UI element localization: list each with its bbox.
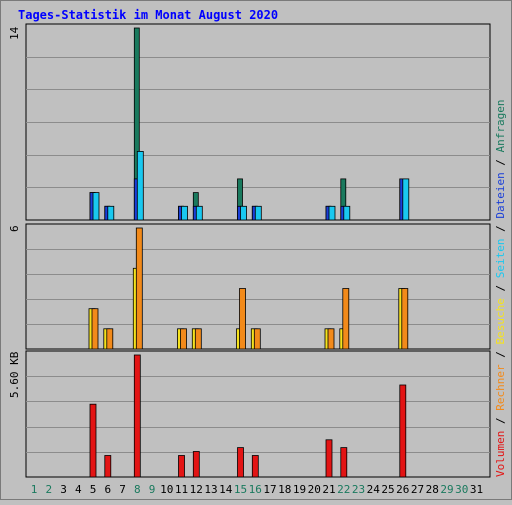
bar-seiten-day-6 [107, 205, 115, 221]
legend-part-10: Anfragen [494, 99, 507, 152]
bar-seiten-day-26 [402, 178, 410, 221]
bar-rechner-day-8 [135, 227, 143, 350]
bar-volumen-day-15 [237, 447, 244, 478]
bar-rechner-day-21 [327, 328, 335, 350]
panel-visits: 6 [8, 223, 491, 350]
legend-part-0: Volumen [494, 431, 507, 477]
legend-part-6: Seiten [494, 239, 507, 279]
bar-rechner-day-5 [91, 308, 99, 350]
bar-rechner-day-22 [342, 288, 350, 350]
day-axis: 1 2 3 4 5 6 7 8 9 10 11 12 13 14 15 16 17 18 19 20 21 22 23 24 2… [31, 483, 483, 496]
bar-volumen-day-5 [89, 403, 97, 478]
day-label-17: 17 [263, 483, 276, 496]
bar-rechner-day-11 [180, 328, 187, 350]
day-label-3: 3 [60, 483, 67, 496]
day-label-18: 18 [278, 483, 291, 496]
legend-part-4: Besuche [494, 298, 507, 344]
panel-requests: 14 [8, 23, 491, 221]
day-label-9: 9 [149, 483, 156, 496]
legend-part-7: / [494, 219, 507, 239]
legend-part-5: / [494, 278, 507, 298]
middle-ymax-label: 6 [8, 225, 21, 232]
day-label-20: 20 [308, 483, 321, 496]
day-label-8: 8 [134, 483, 141, 496]
legend-part-2: Rechner [494, 364, 507, 411]
day-label-21: 21 [322, 483, 335, 496]
day-label-29: 29 [440, 483, 453, 496]
day-label-30: 30 [455, 483, 468, 496]
day-label-1: 1 [31, 483, 38, 496]
bar-seiten-day-15 [240, 205, 247, 221]
bar-seiten-day-8 [136, 150, 144, 221]
day-label-4: 4 [75, 483, 82, 496]
legend-part-8: Dateien [494, 172, 507, 218]
day-label-26: 26 [396, 483, 409, 496]
bar-rechner-day-6 [106, 328, 114, 350]
bar-rechner-day-12 [194, 328, 202, 350]
day-label-7: 7 [119, 483, 126, 496]
day-label-31: 31 [470, 483, 483, 496]
bar-seiten-day-16 [254, 205, 262, 221]
day-label-23: 23 [352, 483, 365, 496]
chart-title: Tages-Statistik im Monat August 2020 [18, 8, 278, 22]
day-label-22: 22 [337, 483, 350, 496]
bar-rechner-day-16 [253, 328, 261, 350]
bar-volumen-day-16 [251, 455, 259, 478]
bar-volumen-day-11 [178, 455, 185, 478]
legend-text: Volumen / Rechner / Besuche / Seiten / D… [494, 99, 507, 477]
day-label-2: 2 [45, 483, 52, 496]
day-label-27: 27 [411, 483, 424, 496]
panel-volume: 5.60 KB [8, 350, 491, 478]
bar-seiten-day-11 [181, 205, 188, 221]
day-label-25: 25 [381, 483, 394, 496]
bar-seiten-day-12 [195, 205, 203, 221]
day-label-14: 14 [219, 483, 233, 496]
day-label-10: 10 [160, 483, 173, 496]
vertical-legend: Volumen / Rechner / Besuche / Seiten / D… [494, 99, 507, 477]
day-label-11: 11 [175, 483, 188, 496]
bar-volumen-day-22 [340, 447, 348, 478]
day-label-24: 24 [367, 483, 381, 496]
bar-rechner-day-15 [239, 288, 246, 350]
day-label-19: 19 [293, 483, 306, 496]
bar-seiten-day-22 [343, 205, 351, 221]
bar-volumen-day-21 [325, 439, 333, 478]
legend-part-3: / [494, 345, 507, 365]
day-label-13: 13 [204, 483, 217, 496]
day-label-28: 28 [426, 483, 439, 496]
bar-volumen-day-6 [104, 455, 112, 478]
bar-seiten-day-21 [328, 205, 336, 221]
legend-part-9: / [494, 152, 507, 172]
day-label-16: 16 [249, 483, 262, 496]
day-label-15: 15 [234, 483, 247, 496]
day-label-5: 5 [90, 483, 97, 496]
bar-volumen-day-12 [192, 451, 200, 478]
day-label-12: 12 [190, 483, 203, 496]
day-label-6: 6 [104, 483, 111, 496]
middle-plot-area [25, 223, 491, 350]
bar-seiten-day-5 [92, 192, 100, 221]
bar-volumen-day-8 [133, 354, 141, 478]
bar-rechner-day-26 [401, 288, 409, 350]
bottom-ymax-label: 5.60 KB [8, 351, 21, 398]
bar-volumen-day-26 [399, 384, 407, 478]
legend-part-1: / [494, 411, 507, 431]
top-ymax-label: 14 [8, 26, 21, 40]
